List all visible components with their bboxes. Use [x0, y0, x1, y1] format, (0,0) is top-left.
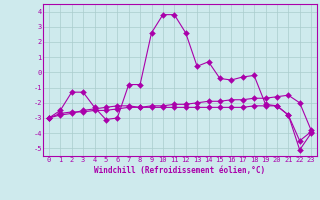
X-axis label: Windchill (Refroidissement éolien,°C): Windchill (Refroidissement éolien,°C)	[94, 166, 266, 175]
